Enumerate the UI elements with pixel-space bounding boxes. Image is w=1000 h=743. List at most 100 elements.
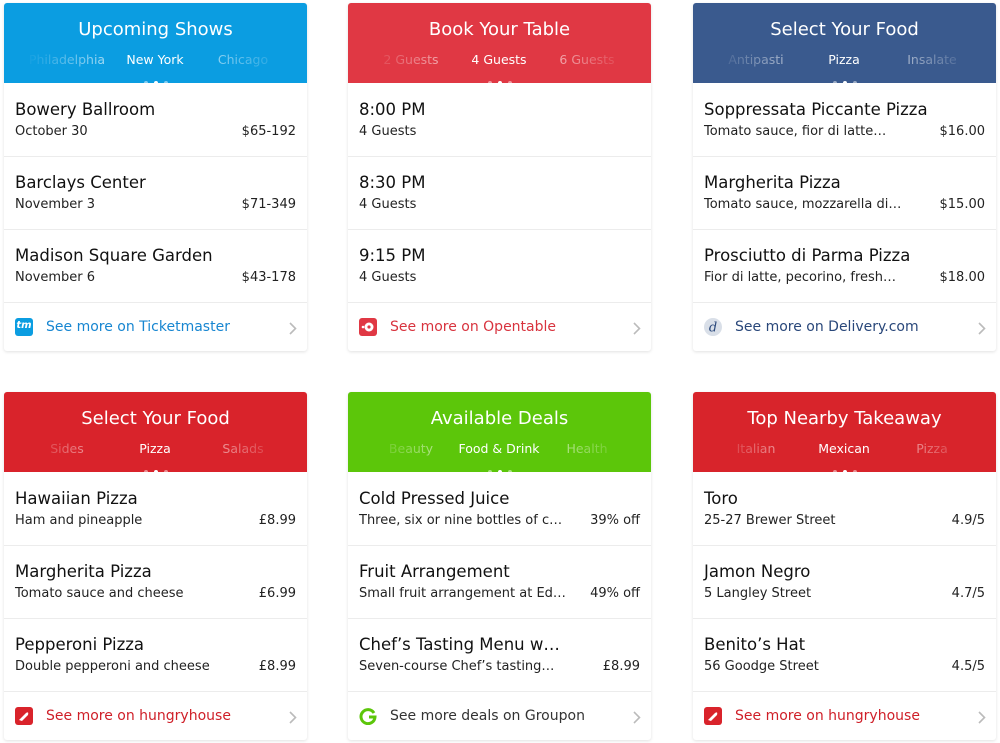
chevron-icon	[978, 322, 986, 335]
page-dot	[143, 470, 148, 474]
card-header: Upcoming Shows Philadelphia New York Chicag…	[4, 3, 307, 85]
footer-link[interactable]: tm See more on Ticketmaster	[4, 303, 307, 351]
list-row[interactable]: Madison Square Garden November 6 $43-178	[4, 229, 307, 303]
footer-link[interactable]: See more on hungryhouse	[4, 692, 307, 740]
list-row[interactable]: 8:30 PM 4 Guests	[348, 156, 651, 230]
list-row[interactable]: Prosciutto di Parma Pizza Fior di latte, …	[693, 229, 996, 303]
page-dot	[497, 81, 502, 85]
page-dot	[832, 81, 837, 85]
tab[interactable]: New York	[126, 52, 184, 67]
tab-strip: Antipasti Pizza Insalate	[713, 50, 976, 70]
list-row[interactable]: 9:15 PM 4 Guests	[348, 229, 651, 303]
tab[interactable]: Pizza	[828, 52, 860, 67]
row-title: Cold Pressed Juice	[359, 489, 510, 508]
logo	[15, 318, 33, 336]
list-row[interactable]: Chef’s Tasting Menu w… Seven-course Chef’…	[348, 618, 651, 692]
row-value: 4.7/5	[951, 586, 985, 601]
row-title: Bowery Ballroom	[15, 100, 156, 119]
tab[interactable]: Salads	[222, 441, 264, 456]
list-row[interactable]: Barclays Center November 3 $71-349	[4, 156, 307, 230]
page-dot	[852, 470, 857, 474]
row-title: Prosciutto di Parma Pizza	[704, 246, 911, 265]
row-value: 39% off	[590, 513, 640, 528]
tab[interactable]: Philadelphia	[28, 52, 106, 67]
tab[interactable]: Italian	[736, 441, 776, 456]
list-row[interactable]: Hawaiian Pizza Ham and pineapple £8.99	[4, 472, 307, 546]
card-header: Select Your Food Sides Pizza Salads	[4, 392, 307, 474]
footer-text: See more deals on Groupon	[390, 708, 585, 724]
tab[interactable]: Sides	[50, 441, 84, 456]
row-value: $71-349	[241, 197, 296, 212]
card: Top Nearby Takeaway Italian Mexican Pizza To…	[693, 392, 996, 740]
footer-text: See more on Opentable	[390, 319, 557, 335]
tab[interactable]: Pizza	[916, 441, 948, 456]
card-title: Select Your Food	[770, 19, 919, 40]
footer-link[interactable]: d See more on Delivery.com	[693, 303, 996, 351]
footer-link[interactable]: See more on Opentable	[348, 303, 651, 351]
footer-link[interactable]: See more deals on Groupon	[348, 692, 651, 740]
page-dots	[348, 459, 651, 478]
row-subtitle: Three, six or nine bottles of c…	[359, 513, 563, 528]
row-value: £6.99	[258, 586, 296, 601]
page-dot	[507, 470, 512, 474]
row-title: Pepperoni Pizza	[15, 635, 145, 654]
footer-icon: tm	[15, 318, 33, 336]
logo: d	[704, 318, 722, 336]
tab-strip: Italian Mexican Pizza	[713, 439, 976, 459]
card: Select Your Food Antipasti Pizza Insalate So…	[693, 3, 996, 351]
list-row[interactable]: Fruit Arrangement Small fruit arrangement…	[348, 545, 651, 619]
page-dot	[163, 470, 168, 474]
card-title: Upcoming Shows	[78, 19, 233, 40]
tab[interactable]: Antipasti	[728, 52, 784, 67]
tab[interactable]: Insalate	[907, 52, 957, 67]
tab[interactable]: 6 Guests	[559, 52, 615, 67]
tab[interactable]: Food & Drink	[458, 441, 540, 456]
tab[interactable]: Chicago	[217, 52, 269, 67]
tab-strip: 2 Guests 4 Guests 6 Guests	[368, 50, 631, 70]
list-row[interactable]: Bowery Ballroom October 30 $65-192	[4, 83, 307, 157]
row-title: 9:15 PM	[359, 246, 426, 265]
tab[interactable]: 2 Guests	[383, 52, 439, 67]
row-subtitle: November 3	[15, 197, 96, 212]
chevron	[289, 320, 297, 339]
chevron-icon	[289, 322, 297, 335]
chevron-icon	[633, 711, 641, 724]
footer-text: See more on Ticketmaster	[46, 319, 230, 335]
row-subtitle: 5 Langley Street	[704, 586, 812, 601]
tab[interactable]: Pizza	[139, 441, 171, 456]
list-row[interactable]: Cold Pressed Juice Three, six or nine bot…	[348, 472, 651, 546]
row-value: $15.00	[939, 197, 986, 212]
logo	[359, 318, 377, 336]
tab[interactable]: Mexican	[818, 441, 870, 456]
row-subtitle: 25-27 Brewer Street	[704, 513, 836, 528]
row-title: Benito’s Hat	[704, 635, 806, 654]
row-title: 8:00 PM	[359, 100, 426, 119]
page-dot	[842, 81, 847, 85]
list-row[interactable]: 8:00 PM 4 Guests	[348, 83, 651, 157]
row-value: $16.00	[939, 124, 986, 139]
row-subtitle: Tomato sauce, fior di latte…	[704, 124, 887, 139]
row-title: Margherita Pizza	[704, 173, 841, 192]
list-row[interactable]: Pepperoni Pizza Double pepperoni and chee…	[4, 618, 307, 692]
list-row[interactable]: Toro 25-27 Brewer Street 4.9/5	[693, 472, 996, 546]
list-row[interactable]: Margherita Pizza Tomato sauce, mozzarella…	[693, 156, 996, 230]
tab[interactable]: Beauty	[388, 441, 434, 456]
footer-text: See more on hungryhouse	[46, 708, 231, 724]
footer-text: See more on hungryhouse	[735, 708, 920, 724]
list-row[interactable]: Jamon Negro 5 Langley Street 4.7/5	[693, 545, 996, 619]
list-row[interactable]: Benito’s Hat 56 Goodge Street 4.5/5	[693, 618, 996, 692]
tab[interactable]: Health	[566, 441, 608, 456]
list-row[interactable]: Soppressata Piccante Pizza Tomato sauce, …	[693, 83, 996, 157]
tab[interactable]: 4 Guests	[471, 52, 527, 67]
page-dot	[832, 470, 837, 474]
chevron	[978, 709, 986, 728]
row-subtitle: November 6	[15, 270, 96, 285]
row-value: £8.99	[258, 659, 296, 674]
icon-text: tm	[16, 320, 32, 331]
logo	[704, 707, 722, 725]
svg-text:d: d	[709, 321, 717, 336]
footer-icon	[359, 707, 377, 726]
list-row[interactable]: Margherita Pizza Tomato sauce and cheese £…	[4, 545, 307, 619]
footer-link[interactable]: See more on hungryhouse	[693, 692, 996, 740]
